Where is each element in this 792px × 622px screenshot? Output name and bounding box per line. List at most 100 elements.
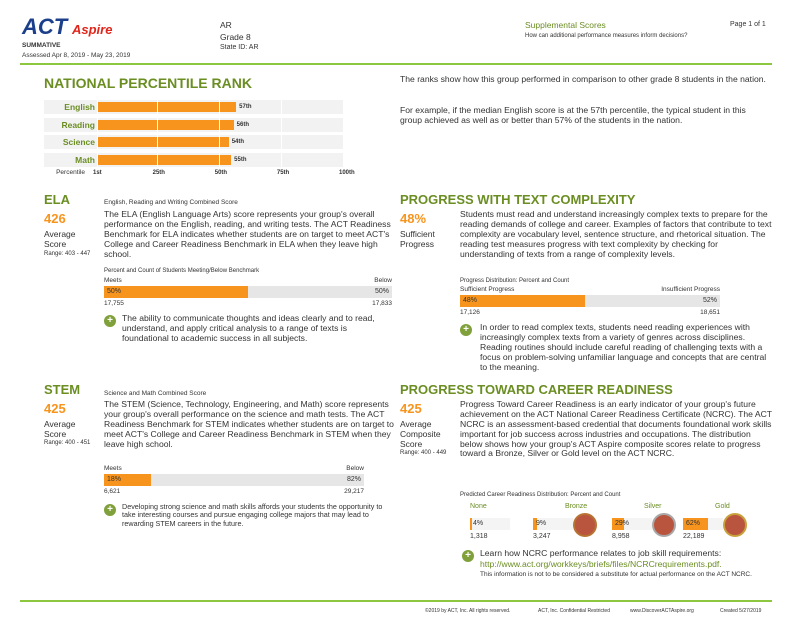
tick-mark <box>156 99 158 167</box>
bar <box>97 119 234 130</box>
tick-mark <box>97 99 98 167</box>
footer-text: Created 5/27/2019 <box>720 608 762 614</box>
value-label: 4% <box>473 520 484 527</box>
value-label: 52% <box>702 297 717 304</box>
npr-text: For example, if the median English score… <box>400 105 746 125</box>
tick-mark <box>218 99 220 167</box>
section-text: Students must read and understand increa… <box>460 209 772 259</box>
bar <box>150 474 364 486</box>
bar <box>584 295 720 307</box>
axis-label: Percentile <box>56 169 85 176</box>
score-label: Average Score <box>44 229 76 249</box>
note: The ability to communicate thoughts and … <box>122 313 375 343</box>
icon: + <box>462 550 474 562</box>
count: 29,217 <box>344 488 364 495</box>
subject-label: Reading <box>61 119 95 130</box>
npr-title: NATIONAL PERCENTILE RANK <box>44 75 252 91</box>
link-text: Learn how NCRC performance relates to jo… <box>480 548 722 558</box>
bar <box>97 137 229 147</box>
left-label: Meets <box>104 465 122 472</box>
rule <box>20 63 772 65</box>
level-label: Bronze <box>565 503 588 510</box>
question: How can additional performance measures … <box>525 33 688 39</box>
bench-title: Progress Distribution: Percent and Count <box>460 278 570 284</box>
bench-title: Percent and Count of Students Meeting/Be… <box>104 268 260 274</box>
section-text: The ELA (English Language Arts) score re… <box>104 209 391 259</box>
note: Developing strong science and math skill… <box>122 502 383 528</box>
assessed: Assessed Apr 8, 2019 - May 23, 2019 <box>22 52 131 59</box>
bar <box>612 518 624 530</box>
bar-slot <box>533 518 573 530</box>
bar <box>470 518 472 530</box>
score: 425 <box>44 401 66 416</box>
section-title: PROGRESS TOWARD CAREER READINESS <box>400 382 673 397</box>
section-title: STEM <box>44 382 81 397</box>
value-label: 55th <box>234 156 247 163</box>
x-tick-label: 75th <box>276 170 290 176</box>
section-text: Progress Toward Career Readiness is an e… <box>460 399 772 459</box>
dist-title: Predicted Career Readiness Distribution:… <box>460 492 621 498</box>
value-label: 50% <box>107 288 122 295</box>
section-title: ELA <box>44 192 70 207</box>
icon: + <box>104 315 116 327</box>
state-id: State ID: AR <box>220 44 259 51</box>
right-label: Insufficient Progress <box>661 286 720 293</box>
tick-mark <box>280 99 282 167</box>
score: 425 <box>400 401 422 416</box>
level-label: Gold <box>715 503 730 510</box>
value-label: 48% <box>463 297 478 304</box>
level-label: None <box>470 503 487 510</box>
subject-label: Science <box>62 137 95 147</box>
grade: Grade 8 <box>220 32 251 42</box>
section: Supplemental Scores <box>525 20 606 30</box>
x-tick-label: 1st <box>93 170 102 176</box>
logo: ACT <box>22 14 68 39</box>
range: Range: 403 - 447 <box>44 251 91 257</box>
note: In order to read complex texts, students… <box>480 322 767 372</box>
value-label: 62% <box>686 520 701 527</box>
count: 22,189 <box>683 533 705 540</box>
icon: + <box>104 504 116 516</box>
badge <box>573 513 597 537</box>
right-label: Below <box>346 465 364 472</box>
x-tick-label: 25th <box>152 170 165 176</box>
bar <box>104 474 151 486</box>
npr-text: The ranks show how this group performed … <box>400 74 766 84</box>
assessment: SUMMATIVE <box>22 42 61 49</box>
range: Range: 400 - 449 <box>400 450 447 456</box>
subject-label: Math <box>75 154 95 165</box>
x-tick-label: 100th <box>339 170 355 176</box>
value-label: 56th <box>236 121 249 128</box>
count: 17,755 <box>104 300 124 307</box>
footer-text: www.DiscoverACTAspire.org <box>630 608 694 614</box>
section-text: The STEM (Science, Technology, Engineeri… <box>104 399 394 449</box>
score-label: Average Score <box>44 419 76 439</box>
count: 17,833 <box>372 300 392 307</box>
subtitle: Science and Math Combined Score <box>104 390 207 397</box>
footer-text: ©2019 by ACT, Inc. All rights reserved. <box>425 608 511 614</box>
section-title: PROGRESS WITH TEXT COMPLEXITY <box>400 192 636 207</box>
count: 3,247 <box>533 533 551 540</box>
bar-slot <box>470 518 510 530</box>
count: 1,318 <box>470 533 488 540</box>
value-label: 18% <box>107 476 122 483</box>
level-label: Silver <box>644 503 662 510</box>
x-tick-label: 50th <box>214 170 228 176</box>
page-number: Page 1 of 1 <box>730 21 766 28</box>
badge <box>652 513 676 537</box>
disclaimer: This information is not to be considered… <box>480 571 752 578</box>
bar <box>248 286 392 298</box>
subtitle: English, Reading and Writing Combined Sc… <box>104 199 238 206</box>
value-label: 54th <box>231 139 245 145</box>
icon: + <box>460 324 472 336</box>
link[interactable]: http://www.act.org/workkeys/briefs/files… <box>480 559 722 569</box>
rule <box>20 600 772 602</box>
value-label: 29% <box>615 520 630 527</box>
state: AR <box>220 20 232 30</box>
range: Range: 400 - 451 <box>44 440 91 446</box>
left-label: Sufficient Progress <box>460 286 515 293</box>
count: 8,958 <box>612 533 630 540</box>
bar <box>104 286 248 298</box>
right-label: Below <box>374 277 392 284</box>
